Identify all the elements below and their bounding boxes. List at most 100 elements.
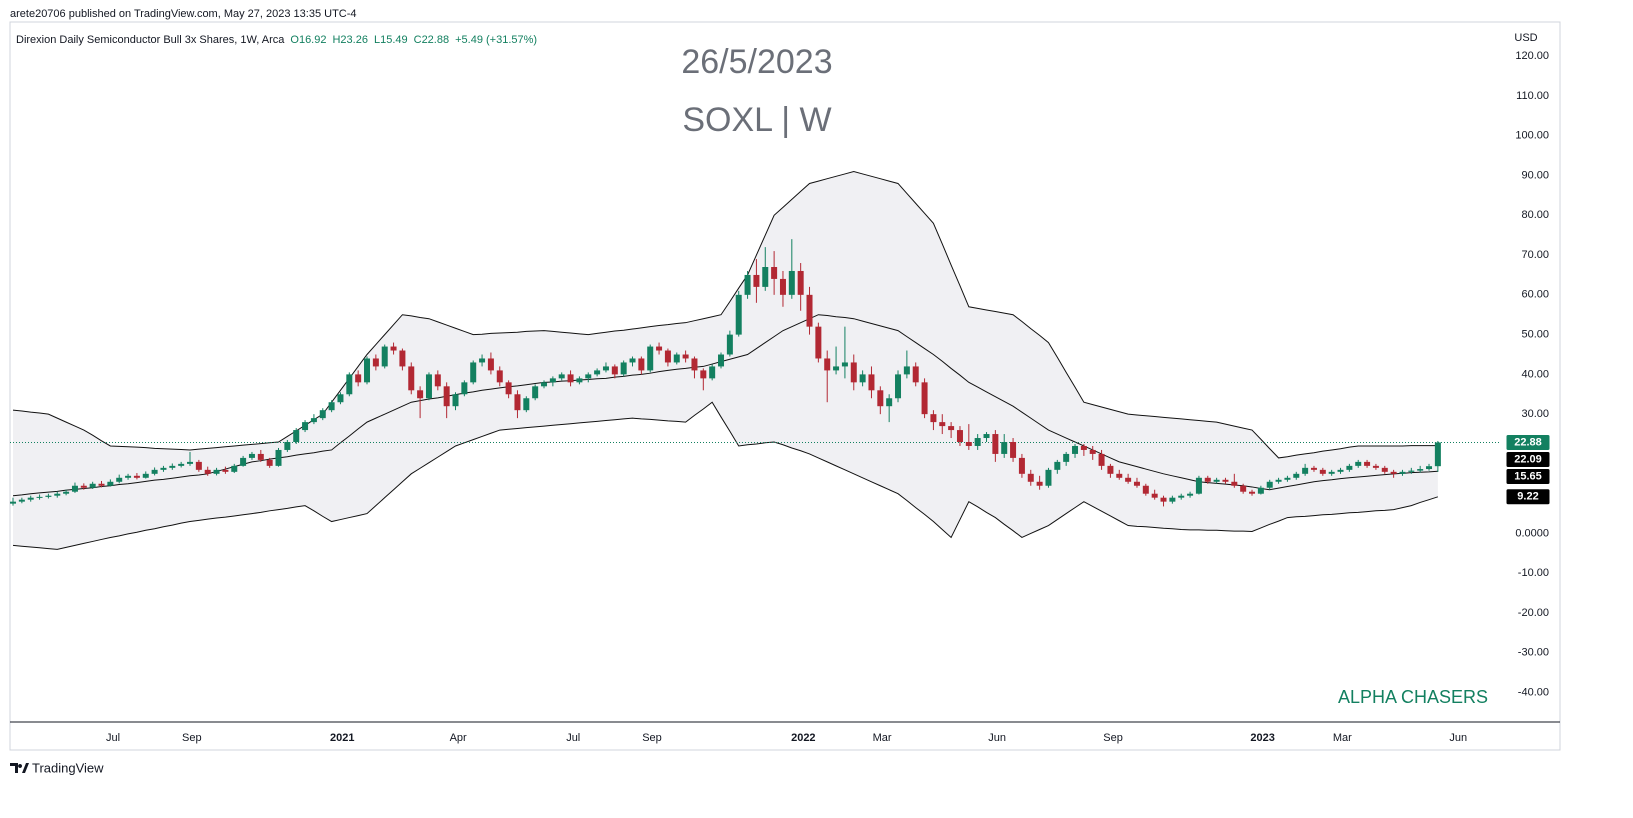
y-tick-label: -10.00 xyxy=(1518,567,1549,579)
y-tick-label: 40.00 xyxy=(1521,368,1549,380)
candle-body xyxy=(948,426,955,431)
candle-body xyxy=(912,366,919,383)
price-tag-label: 9.22 xyxy=(1517,491,1538,503)
change-value: +5.49 (+31.57%) xyxy=(455,34,537,46)
candle-body xyxy=(788,270,795,295)
y-tick-label: 120.00 xyxy=(1515,50,1549,62)
candle-body xyxy=(673,354,680,363)
candle-body xyxy=(1372,465,1379,468)
candle-body xyxy=(726,334,733,355)
x-tick-label: 2023 xyxy=(1250,732,1274,744)
chart-frame xyxy=(9,21,1561,751)
tradingview-logo: TradingView xyxy=(10,760,104,775)
candle-body xyxy=(1346,465,1353,470)
y-tick-label: 50.00 xyxy=(1521,329,1549,341)
candle-body xyxy=(89,483,96,488)
candle-body xyxy=(691,358,698,371)
y-tick-label: 110.00 xyxy=(1516,90,1549,102)
candle-body xyxy=(1133,481,1140,486)
candle-body xyxy=(1302,467,1309,474)
candle-body xyxy=(284,442,291,450)
candle-body xyxy=(523,398,530,411)
candle-body xyxy=(71,485,78,492)
candle-body xyxy=(346,374,353,395)
candle-body xyxy=(700,370,707,379)
candle-body xyxy=(1266,481,1273,488)
candle-body xyxy=(1001,442,1008,454)
candle-body xyxy=(1293,473,1300,478)
candle-body xyxy=(487,358,494,371)
candle-body xyxy=(815,326,822,359)
logo-icon xyxy=(10,763,29,773)
candle-body xyxy=(611,366,618,375)
candle-body xyxy=(638,358,645,371)
candle-body xyxy=(443,386,450,407)
candle-body xyxy=(364,358,371,383)
candle-body xyxy=(1027,473,1034,482)
candle-body xyxy=(417,390,424,399)
candle-body xyxy=(1231,481,1238,486)
candle-body xyxy=(1426,466,1433,470)
watermark: ALPHA CHASERS xyxy=(1338,687,1488,707)
candle-body xyxy=(1310,467,1317,470)
x-tick-label: 2022 xyxy=(791,732,815,744)
price-tag xyxy=(1505,433,1551,451)
candle-body xyxy=(956,430,963,442)
candle-body xyxy=(833,366,840,371)
candle-body xyxy=(930,414,937,423)
candle-body xyxy=(824,358,831,371)
price-tag xyxy=(1505,488,1551,506)
candle-body xyxy=(1213,479,1220,482)
candle-body xyxy=(80,485,87,488)
x-tick-label: Mar xyxy=(1333,732,1352,744)
candle-body xyxy=(178,463,185,466)
candle-body xyxy=(425,374,432,399)
candle-body xyxy=(992,434,999,454)
candle-body xyxy=(187,461,194,464)
candle-body xyxy=(1107,465,1114,474)
candle-body xyxy=(1434,442,1441,467)
y-tick-label: -40.00 xyxy=(1518,686,1549,698)
candle-body xyxy=(266,459,273,466)
candle-body xyxy=(116,477,123,482)
candle-body xyxy=(594,370,601,375)
candle-body xyxy=(532,386,539,399)
y-tick-label: 100.00 xyxy=(1515,130,1549,142)
candle-body xyxy=(841,362,848,367)
candle-body xyxy=(328,402,335,411)
candle-body xyxy=(549,378,556,383)
x-tick-label: Sep xyxy=(1103,732,1123,744)
candle-body xyxy=(54,493,61,496)
x-tick-label: Jun xyxy=(1449,732,1467,744)
candle-body xyxy=(355,374,362,383)
candle-body xyxy=(629,358,636,363)
candle-body xyxy=(806,294,813,327)
candle-body xyxy=(10,501,17,504)
candle-body xyxy=(709,366,716,379)
candle-body xyxy=(1328,471,1335,474)
ohlc-value: L15.49 xyxy=(374,34,408,46)
candle-body xyxy=(647,346,654,371)
ohlc-value: O16.92 xyxy=(290,34,326,46)
candle-body xyxy=(664,350,671,363)
candle-body xyxy=(1089,449,1096,454)
candle-body xyxy=(859,374,866,383)
candle-body xyxy=(1010,442,1017,458)
price-tag-label: 22.88 xyxy=(1514,436,1542,448)
candle-body xyxy=(434,374,441,387)
candle-body xyxy=(1257,487,1264,494)
x-tick-label: Apr xyxy=(450,732,467,744)
candle-body xyxy=(213,469,220,474)
candle-body xyxy=(779,278,786,295)
candle-body xyxy=(1054,461,1061,470)
candle-body xyxy=(302,422,309,431)
ohlc-legend: O16.92 H23.26 L15.49 C22.88 +5.49 (+31.57%) xyxy=(290,34,537,46)
candle-body xyxy=(1116,473,1123,478)
candle-body xyxy=(877,390,884,407)
candle-body xyxy=(895,374,902,399)
y-tick-label: 80.00 xyxy=(1521,209,1549,221)
candle-body xyxy=(1399,471,1406,474)
candle-body xyxy=(797,270,804,295)
candle-body xyxy=(1240,485,1247,492)
